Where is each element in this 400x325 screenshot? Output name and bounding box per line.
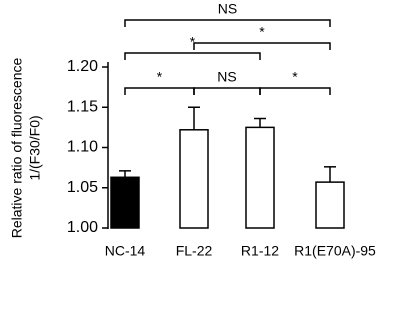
x-tick-label: NC-14 [105, 243, 146, 259]
significance-bracket [124, 19, 331, 27]
y-tick-label: 1.10 [67, 139, 98, 156]
significance-label: * [259, 24, 265, 40]
significance-bracket [193, 87, 261, 95]
significance-label: * [157, 69, 163, 85]
x-tick-label: R1(E70A)-95 [294, 243, 376, 259]
x-tick-label: R1-12 [241, 243, 279, 259]
y-tick-label: 1.00 [67, 219, 98, 236]
significance-bracket [193, 42, 331, 50]
y-tick-label: 1.05 [67, 179, 98, 196]
significance-label: * [292, 69, 298, 85]
y-axis-label: Relative ratio of fluorescence [9, 58, 25, 239]
bar [110, 176, 140, 229]
bar [179, 129, 209, 229]
bar [245, 126, 275, 229]
significance-bracket [124, 52, 261, 60]
y-axis-label: 1/(F30/F0) [27, 115, 43, 180]
significance-label: NS [217, 69, 236, 85]
significance-bracket [124, 87, 195, 95]
significance-label: * [190, 34, 196, 50]
bar [315, 181, 345, 229]
significance-bracket [259, 87, 331, 95]
y-tick-label: 1.15 [67, 98, 98, 115]
y-tick-label: 1.20 [67, 58, 98, 75]
x-tick-label: FL-22 [176, 243, 213, 259]
significance-label: NS [218, 1, 237, 17]
